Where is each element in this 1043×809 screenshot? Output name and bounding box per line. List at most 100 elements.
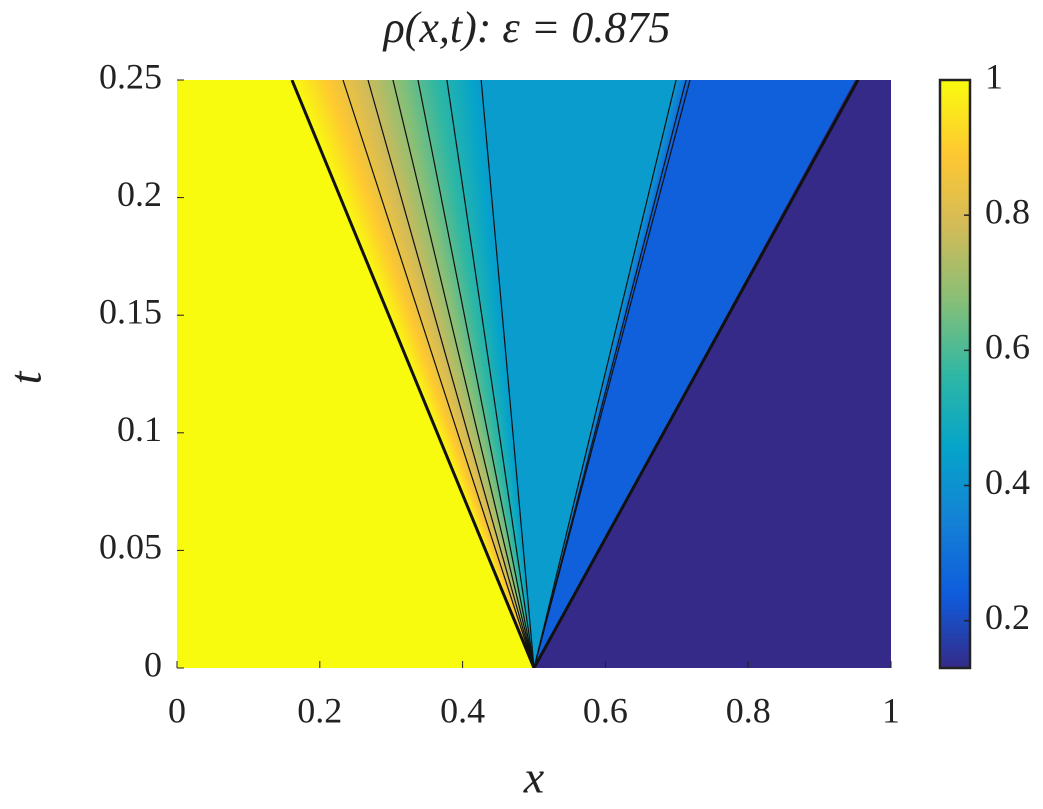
colorbar-cell xyxy=(940,496,970,502)
plot-area xyxy=(177,80,891,668)
colorbar-cell xyxy=(940,501,970,507)
x-tick-label: 0.6 xyxy=(583,690,628,730)
colorbar-cell xyxy=(940,231,970,238)
colorbar-cell xyxy=(940,119,970,125)
contour-line xyxy=(417,80,535,668)
colorbar-cell xyxy=(940,457,970,463)
colorbar-cell xyxy=(940,217,970,223)
colorbar-cell xyxy=(940,138,970,145)
colorbar-cell xyxy=(940,403,970,409)
state-region xyxy=(533,80,891,668)
colorbar-cell xyxy=(940,339,970,346)
colorbar-cell xyxy=(940,589,970,596)
colorbar-cell xyxy=(940,633,970,640)
colorbar-cell xyxy=(940,163,970,169)
colorbar-cell xyxy=(940,388,970,395)
colorbar-cell xyxy=(940,207,970,213)
colorbar-cell xyxy=(940,290,970,297)
colorbar-cell xyxy=(940,94,970,101)
colorbar-cell xyxy=(940,516,970,522)
colorbar-cell xyxy=(940,192,970,199)
x-axis-label: x xyxy=(523,752,545,803)
colorbar-cell xyxy=(940,535,970,542)
colorbar-cell xyxy=(940,486,970,493)
colorbar-cell xyxy=(940,545,970,551)
colorbar-cell xyxy=(940,511,970,517)
colorbar-cell xyxy=(940,530,970,537)
colorbar-cell xyxy=(940,378,970,385)
colorbar-cell xyxy=(940,325,970,331)
colorbar-tick-label: 0.6 xyxy=(985,327,1030,367)
colorbar-cell xyxy=(940,653,970,659)
contour-line xyxy=(342,80,535,668)
colorbar-cell xyxy=(940,129,970,135)
colorbar-cell xyxy=(940,462,970,468)
colorbar-cell xyxy=(940,104,970,110)
colorbar-cell xyxy=(940,427,970,434)
colorbar-tick-label: 0.2 xyxy=(985,597,1030,637)
contour-line xyxy=(446,80,535,668)
colorbar-cell xyxy=(940,525,970,532)
shock-line xyxy=(532,80,860,668)
colorbar-cell xyxy=(940,383,970,390)
y-tick-label: 0.25 xyxy=(99,56,162,96)
colorbar-cell xyxy=(940,359,970,365)
colorbar-cell xyxy=(940,212,970,218)
colorbar-tick-label: 0.4 xyxy=(985,462,1030,502)
colorbar-cell xyxy=(940,251,970,257)
wave-edge xyxy=(533,80,691,668)
colorbar-cell xyxy=(940,604,970,610)
wave-edge xyxy=(480,80,535,668)
colorbar-cell xyxy=(940,555,970,561)
colorbar-cell xyxy=(940,579,970,586)
colorbar-cell xyxy=(940,447,970,453)
contour-line xyxy=(367,80,535,668)
wave-edge xyxy=(533,80,677,668)
colorbar-cell xyxy=(940,423,970,429)
colorbar-cell xyxy=(940,276,970,282)
colorbar-cell xyxy=(940,437,970,444)
colorbar-cell xyxy=(940,153,970,159)
colorbar-cell xyxy=(940,374,970,380)
x-tick-label: 0.8 xyxy=(726,690,771,730)
colorbar-cell xyxy=(940,560,970,566)
colorbar-cell xyxy=(940,467,970,473)
colorbar-cell xyxy=(940,599,970,605)
colorbar-cell xyxy=(940,476,970,483)
colorbar-cell xyxy=(940,594,970,600)
colorbar-cell xyxy=(940,197,970,204)
colorbar-cell xyxy=(940,280,970,287)
colorbar-cell xyxy=(940,227,970,233)
colorbar-cell xyxy=(940,133,970,140)
y-tick-label: 0.2 xyxy=(117,174,162,214)
colorbar-cell xyxy=(940,658,970,664)
colorbar-cell xyxy=(940,271,970,277)
colorbar-cell xyxy=(940,99,970,106)
contour-line xyxy=(533,80,687,668)
colorbar-cell xyxy=(940,329,970,336)
colorbar-cell xyxy=(940,241,970,248)
colorbar-cell xyxy=(940,408,970,414)
x-tick-label: 0.4 xyxy=(440,690,485,730)
y-tick-label: 0 xyxy=(144,644,162,684)
colorbar-cell xyxy=(940,84,970,91)
colorbar-cell xyxy=(940,344,970,351)
colorbar-cell xyxy=(940,114,970,120)
colorbar-cell xyxy=(940,638,970,645)
colorbar-cell xyxy=(940,619,970,625)
colorbar-cell xyxy=(940,158,970,164)
colorbar-cell xyxy=(940,540,970,547)
colorbar-cell xyxy=(940,393,970,400)
colorbar-cell xyxy=(940,178,970,184)
colorbar-cell xyxy=(940,124,970,130)
colorbar-cell xyxy=(940,222,970,228)
colorbar-cell xyxy=(940,261,970,267)
colorbar-cell xyxy=(940,574,970,581)
colorbar-cell xyxy=(940,663,970,669)
y-tick-label: 0.15 xyxy=(99,291,162,331)
colorbar-cell xyxy=(940,369,970,375)
y-axis-label: t xyxy=(0,370,51,384)
colorbar-cell xyxy=(940,432,970,439)
colorbar-cell xyxy=(940,506,970,512)
